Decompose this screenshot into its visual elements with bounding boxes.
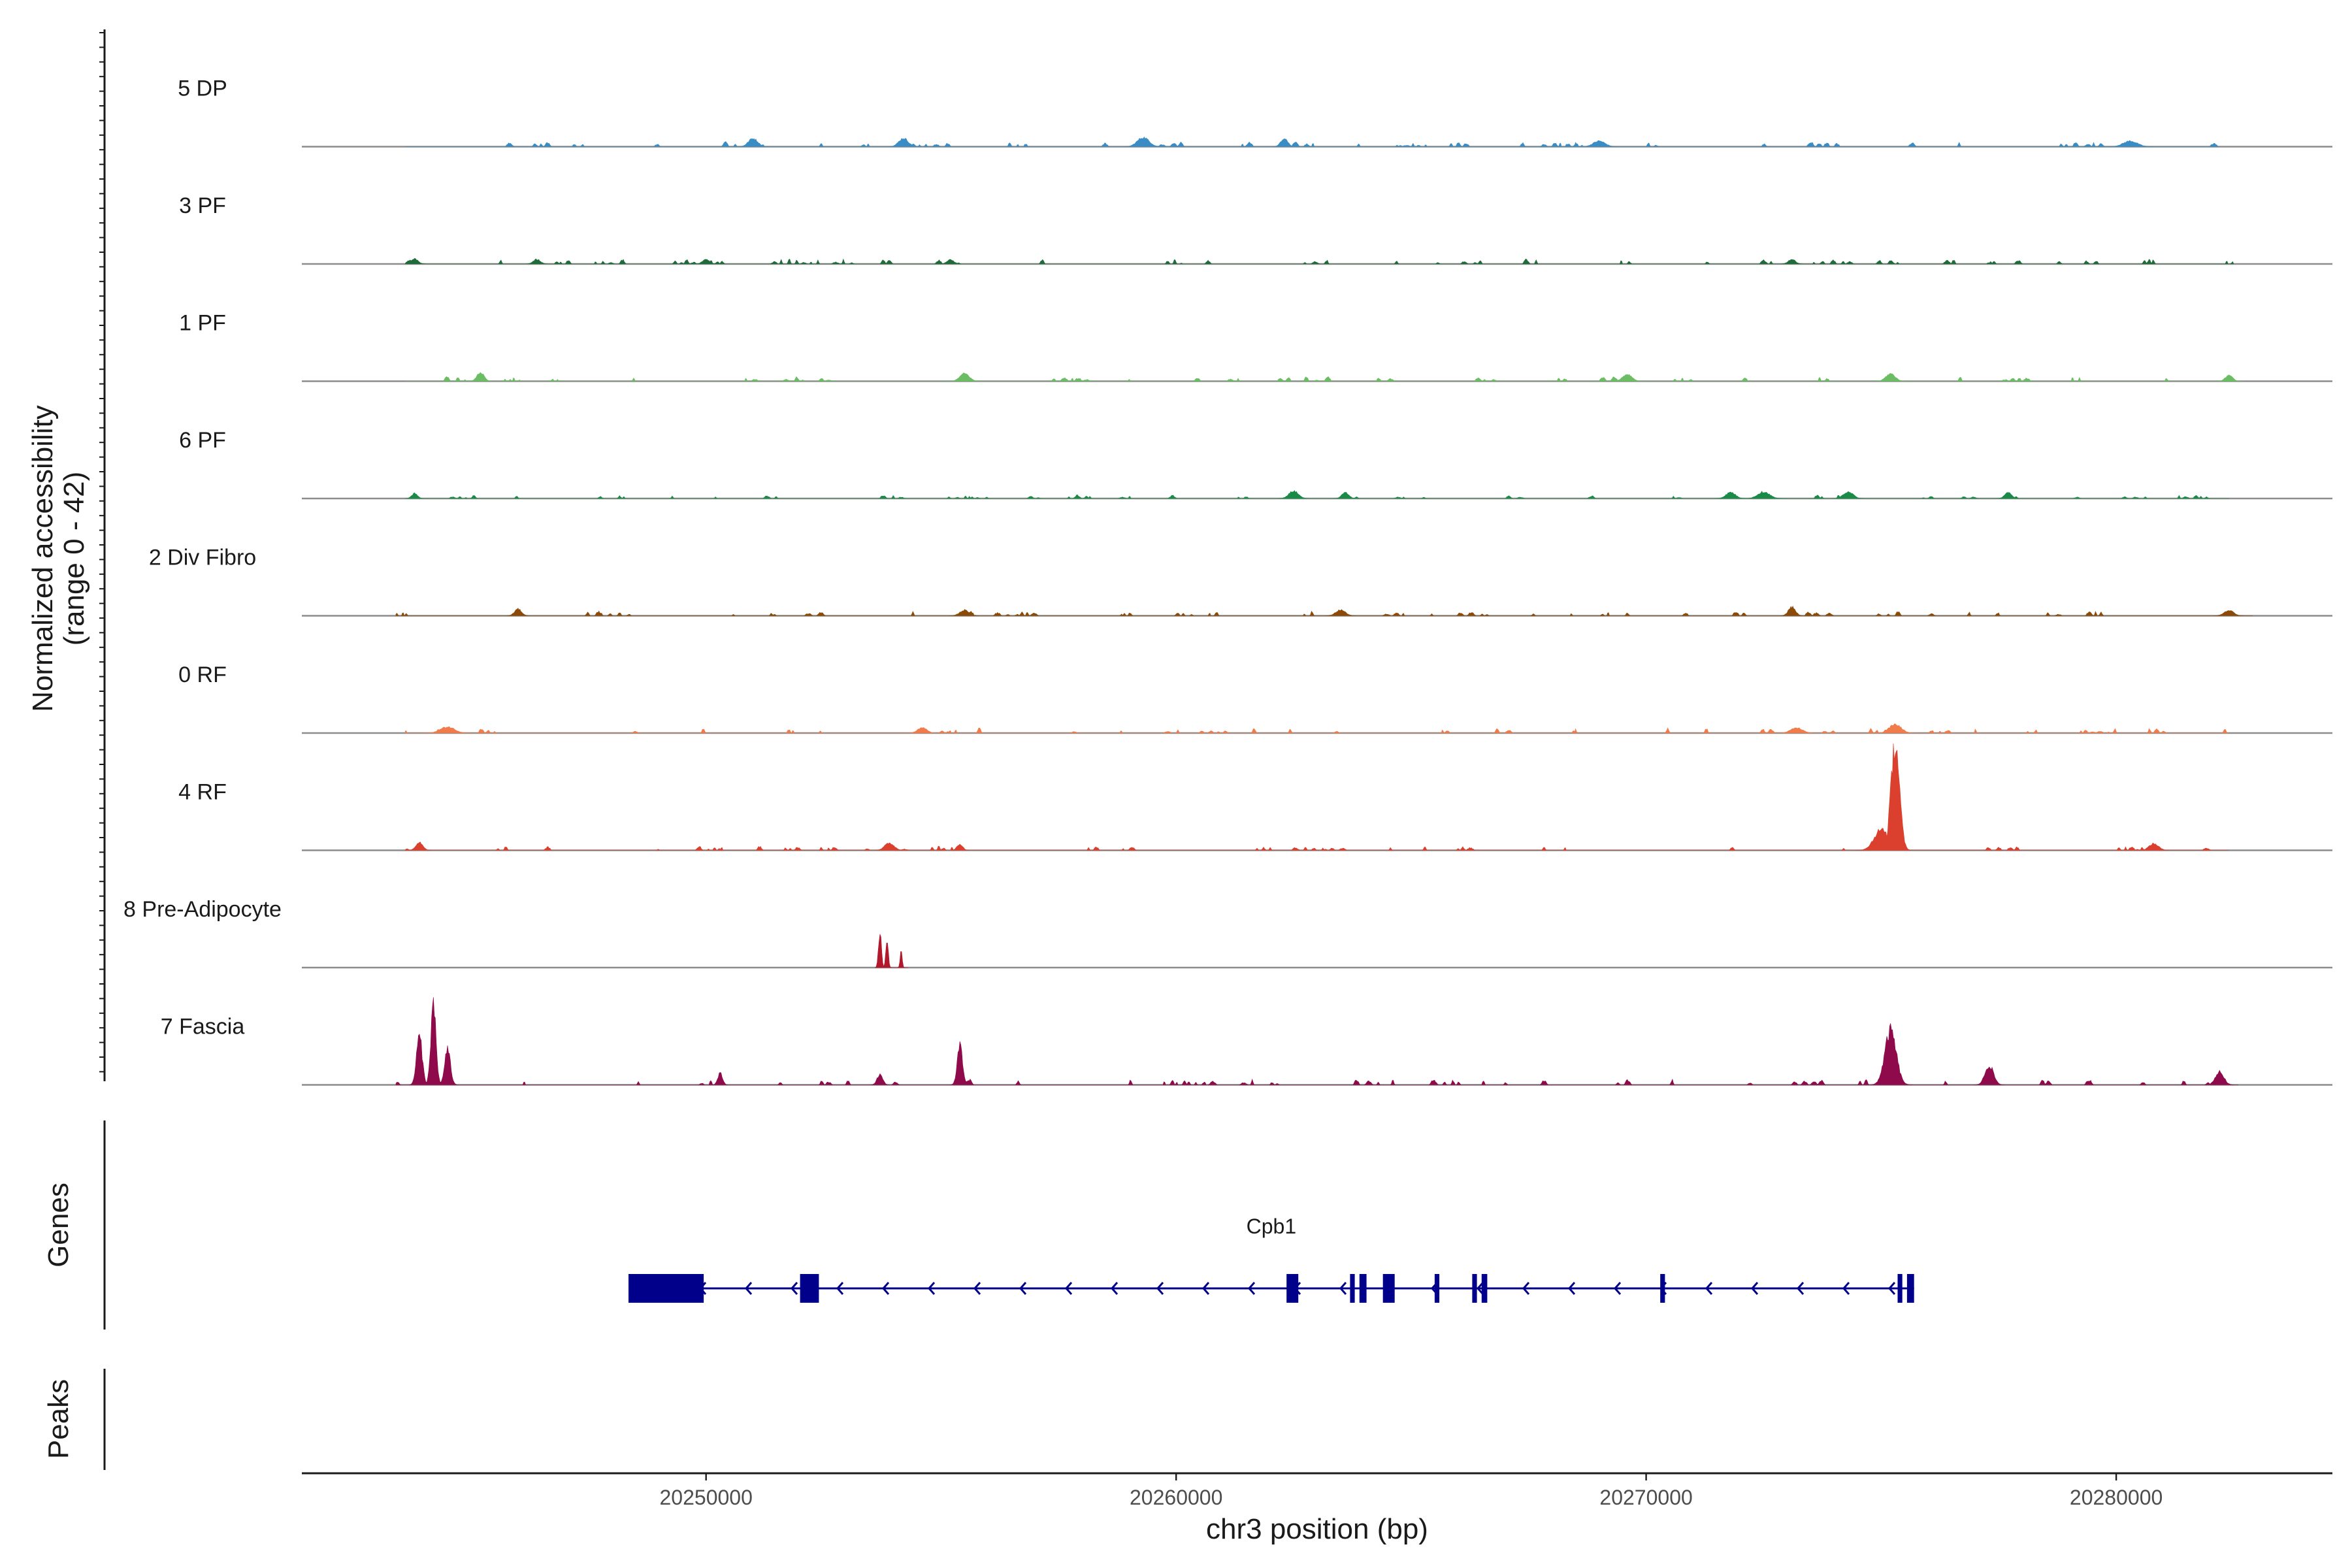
track-7-fascia: 7 Fascia <box>161 997 2332 1085</box>
gene-exon <box>1360 1274 1367 1303</box>
coverage-area <box>405 724 2229 733</box>
y-axis-title: Normalized accessibility <box>27 405 59 711</box>
x-axis-title: chr3 position (bp) <box>1206 1513 1428 1545</box>
gene-exon <box>1660 1274 1665 1303</box>
track-label: 3 PF <box>179 193 226 218</box>
gene-exon <box>1482 1274 1488 1303</box>
gene-exon <box>1472 1274 1477 1303</box>
coverage-tracks: 5 DP 3 PF 1 PF 6 PF 2 Div Fibro 0 RF 4 RF 8 Pre… <box>123 76 2332 1085</box>
gene-exon <box>1350 1274 1354 1303</box>
track-label: 2 Div Fibro <box>149 546 256 570</box>
track-4-rf: 4 RF <box>178 743 2332 851</box>
gene-exon <box>1435 1274 1439 1303</box>
track-label: 1 PF <box>179 311 226 336</box>
peaks-track-title: Peaks <box>42 1379 74 1459</box>
track-8-pre-adipocyte: 8 Pre-Adipocyte <box>123 897 2332 968</box>
coverage-area <box>396 606 2253 616</box>
gene-exon <box>1907 1274 1914 1303</box>
gene-exon <box>1286 1274 1298 1303</box>
track-6-pf: 6 PF <box>179 428 2332 498</box>
x-axis-ticks: 20250000 20260000 20270000 20280000 <box>660 1473 2163 1509</box>
track-label: 5 DP <box>178 76 227 101</box>
gene-exon <box>1898 1274 1903 1303</box>
track-2-div-fibro: 2 Div Fibro <box>149 546 2332 616</box>
coverage-area <box>405 372 2243 381</box>
track-label: 0 RF <box>178 662 227 687</box>
track-label: 8 Pre-Adipocyte <box>123 897 282 922</box>
genes-track-title: Genes <box>42 1183 74 1267</box>
x-tick-label: 20260000 <box>1130 1486 1222 1509</box>
gene-track: Cpb1 <box>629 1215 1914 1303</box>
coverage-area <box>405 137 2219 146</box>
gene-cpb1: Cpb1 <box>629 1215 1914 1303</box>
track-0-rf: 0 RF <box>178 662 2332 733</box>
track-label: 4 RF <box>178 780 227 805</box>
gene-exon <box>1383 1274 1395 1303</box>
track-5-dp: 5 DP <box>178 76 2332 147</box>
x-tick-label: 20270000 <box>1599 1486 1692 1509</box>
track-3-pf: 3 PF <box>179 193 2332 264</box>
x-tick-label: 20250000 <box>660 1486 753 1509</box>
gene-name: Cpb1 <box>1247 1215 1297 1238</box>
coverage-plot: Normalized accessibility (range 0 - 42) … <box>0 0 2352 1568</box>
track-label: 6 PF <box>179 428 226 453</box>
coverage-area <box>405 258 2234 264</box>
x-tick-label: 20280000 <box>2070 1486 2163 1509</box>
gene-exon <box>800 1274 819 1303</box>
coverage-area <box>405 743 2229 851</box>
track-1-pf: 1 PF <box>179 311 2332 382</box>
gene-exon <box>629 1274 704 1303</box>
coverage-area <box>405 491 2229 498</box>
coverage-area <box>396 997 2238 1085</box>
coverage-area <box>875 934 908 968</box>
track-label: 7 Fascia <box>161 1015 245 1039</box>
y-axis-range: (range 0 - 42) <box>58 472 90 646</box>
